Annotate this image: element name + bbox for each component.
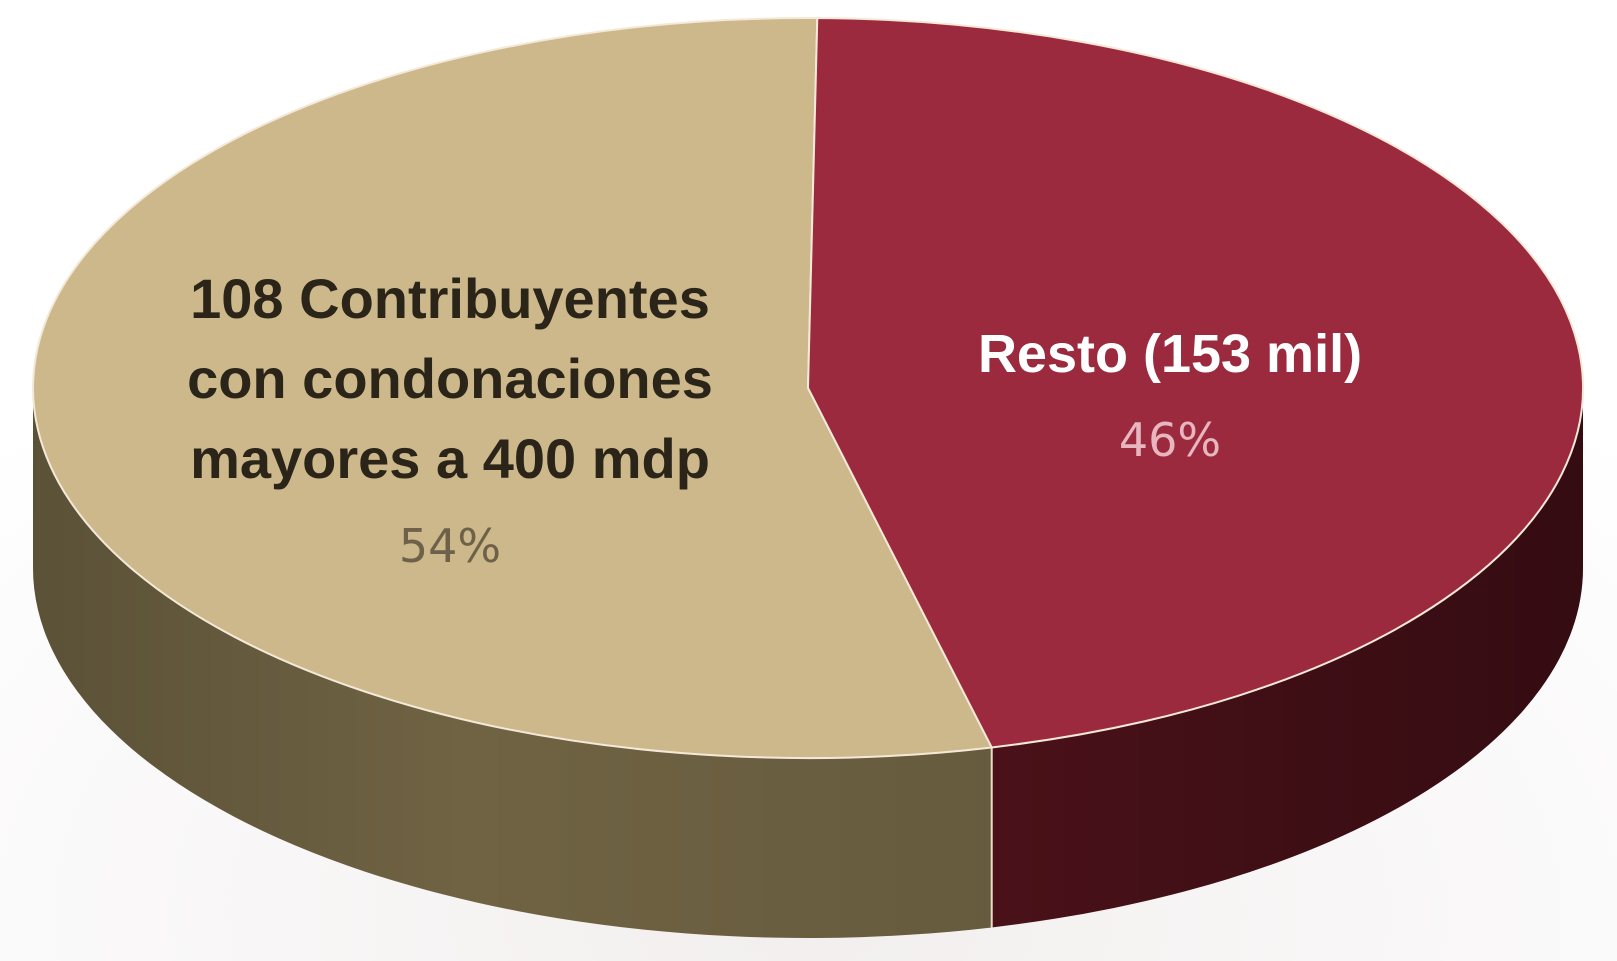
slice-label-line: con condonaciones — [187, 347, 713, 410]
pie-slice-contribuyentes — [32, 17, 993, 759]
pie-side-shade — [991, 388, 1584, 928]
pie-side-shade — [33, 388, 992, 938]
slice-percent-label: 46% — [1119, 413, 1221, 467]
slice-label-line: 108 Contribuyentes — [190, 267, 710, 330]
pie-tops — [32, 17, 1584, 759]
pie-sides — [33, 388, 1584, 938]
pie-slice-resto — [807, 17, 1584, 749]
pie-labels: 108 Contribuyentes con condonaciones mayor… — [187, 267, 1362, 573]
slice-label-line: Resto (153 mil) — [978, 324, 1362, 384]
slice-percent-label: 54% — [399, 519, 501, 573]
slice-label-line: mayores a 400 mdp — [190, 427, 710, 490]
